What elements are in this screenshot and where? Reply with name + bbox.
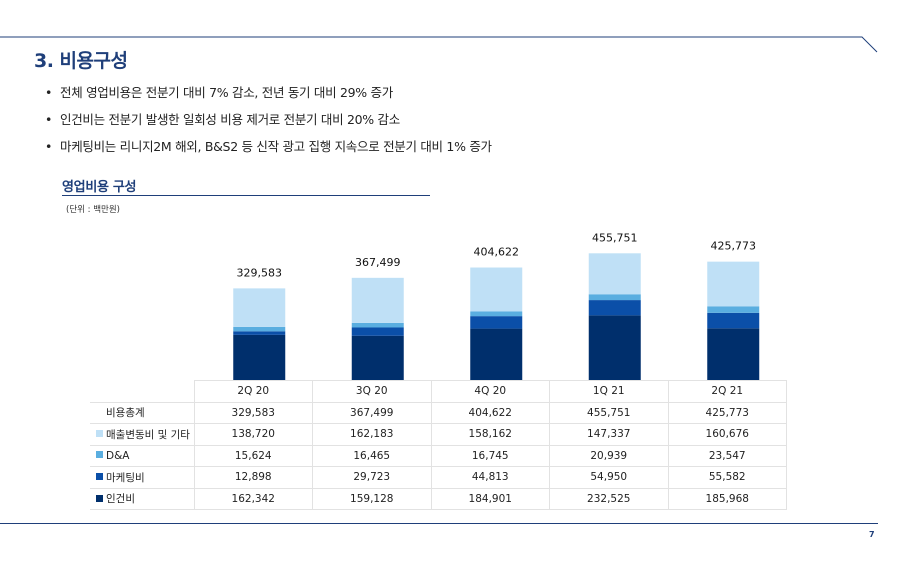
bar-segment-1-2 xyxy=(470,316,523,329)
row-label: 매출변동비 및 기타 xyxy=(90,423,195,446)
bar-segment-3-3 xyxy=(588,253,641,295)
table-row-labor: 인건비 162,342 159,128 184,901 232,525 185,… xyxy=(90,488,787,510)
legend-swatch-labor xyxy=(96,494,103,502)
row-label: 인건비 xyxy=(90,488,195,510)
row-label-text: D&A xyxy=(106,449,130,462)
row-label-text: 비용총계 xyxy=(106,407,145,420)
table-cell: 425,773 xyxy=(668,402,787,424)
row-label: 마케팅비 xyxy=(90,466,195,489)
bar-segment-0-2 xyxy=(470,328,523,380)
row-label: D&A xyxy=(90,445,195,467)
table-cell: 159,128 xyxy=(312,488,432,510)
bar-segment-1-1 xyxy=(351,327,404,336)
table-row-marketing: 마케팅비 12,898 29,723 44,813 54,950 55,582 xyxy=(90,466,787,489)
table-cell: 162,342 xyxy=(194,488,313,510)
summary-bullets: 전체 영업비용은 전분기 대비 7% 감소, 전년 동기 대비 29% 증가 인… xyxy=(45,85,492,166)
row-label-text: 매출변동비 및 기타 xyxy=(106,428,190,441)
total-label: 425,773 xyxy=(711,240,757,253)
table-cell: 16,465 xyxy=(312,445,432,467)
table-cell: 55,582 xyxy=(668,466,787,489)
data-table: 2Q 20 3Q 20 4Q 20 1Q 21 2Q 21 비용총계 329,5… xyxy=(90,380,787,510)
bar-segment-0-0 xyxy=(233,334,286,380)
page-title: 3. 비용구성 xyxy=(34,50,128,72)
bullet-item: 전체 영업비용은 전분기 대비 7% 감소, 전년 동기 대비 29% 증가 xyxy=(45,85,492,112)
column-header: 1Q 21 xyxy=(549,380,669,403)
bar-segment-3-2 xyxy=(470,267,523,312)
bullet-item: 인건비는 전분기 발생한 일회성 비용 제거로 전분기 대비 20% 감소 xyxy=(45,112,492,139)
bar-segment-2-2 xyxy=(470,311,523,317)
column-header: 2Q 20 xyxy=(194,380,313,403)
table-cell: 54,950 xyxy=(549,466,669,489)
bar-segment-1-3 xyxy=(588,300,641,316)
table-cell: 29,723 xyxy=(312,466,432,489)
table-cell: 404,622 xyxy=(431,402,550,424)
legend-swatch-da xyxy=(96,451,103,459)
unit-label: (단위 : 백만원) xyxy=(66,205,121,215)
table-row-other: 매출변동비 및 기타 138,720 162,183 158,162 147,3… xyxy=(90,423,787,446)
bar-segment-2-1 xyxy=(351,322,404,328)
bar-segment-0-4 xyxy=(707,328,760,380)
bar-segment-1-0 xyxy=(233,331,286,335)
bar-segment-3-1 xyxy=(351,277,404,323)
bullet-item: 마케팅비는 리니지2M 해외, B&S2 등 신작 광고 집행 지속으로 전분기… xyxy=(45,139,492,166)
row-label: 비용총계 xyxy=(90,402,195,424)
table-header-row: 2Q 20 3Q 20 4Q 20 1Q 21 2Q 21 xyxy=(90,380,787,403)
table-corner xyxy=(90,380,195,403)
legend-swatch-other xyxy=(96,430,103,438)
table-cell: 20,939 xyxy=(549,445,669,467)
total-label: 404,622 xyxy=(474,246,520,259)
bar-segment-0-1 xyxy=(351,335,404,380)
table-cell: 232,525 xyxy=(549,488,669,510)
bar-segment-1-4 xyxy=(707,312,760,329)
column-header: 2Q 21 xyxy=(668,380,787,403)
table-cell: 160,676 xyxy=(668,423,787,446)
table-cell: 367,499 xyxy=(312,402,432,424)
row-label-text: 인건비 xyxy=(106,493,135,506)
table-cell: 185,968 xyxy=(668,488,787,510)
bar-segment-2-3 xyxy=(588,294,641,301)
column-header: 3Q 20 xyxy=(312,380,432,403)
total-label: 455,751 xyxy=(592,231,638,244)
table-cell: 158,162 xyxy=(431,423,550,446)
table-row-total: 비용총계 329,583 367,499 404,622 455,751 425… xyxy=(90,402,787,424)
table-cell: 23,547 xyxy=(668,445,787,467)
bar-segment-3-4 xyxy=(707,261,760,307)
bar-segment-3-0 xyxy=(233,288,286,327)
legend-swatch-marketing xyxy=(96,473,103,481)
table-cell: 329,583 xyxy=(194,402,313,424)
top-header-rule xyxy=(0,36,878,53)
bar-segment-0-3 xyxy=(588,315,641,380)
table-cell: 138,720 xyxy=(194,423,313,446)
section-underline xyxy=(62,195,430,196)
chart-section-title: 영업비용 구성 xyxy=(62,180,137,195)
table-cell: 15,624 xyxy=(194,445,313,467)
row-label-text: 마케팅비 xyxy=(106,471,145,484)
bar-segment-2-4 xyxy=(707,306,760,313)
bar-segment-2-0 xyxy=(233,326,286,332)
table-cell: 455,751 xyxy=(549,402,669,424)
footer-rule xyxy=(0,523,878,524)
table-cell: 12,898 xyxy=(194,466,313,489)
table-row-da: D&A 15,624 16,465 16,745 20,939 23,547 xyxy=(90,445,787,467)
table-cell: 16,745 xyxy=(431,445,550,467)
page-number: 7 xyxy=(869,530,875,539)
total-label: 367,499 xyxy=(355,256,401,269)
table-cell: 184,901 xyxy=(431,488,550,510)
table-cell: 147,337 xyxy=(549,423,669,446)
table-cell: 162,183 xyxy=(312,423,432,446)
total-label: 329,583 xyxy=(237,266,283,279)
table-cell: 44,813 xyxy=(431,466,550,489)
stacked-bar-chart: 329,583 367,499 404,622 455,751 425,773 xyxy=(233,231,760,380)
column-header: 4Q 20 xyxy=(431,380,550,403)
